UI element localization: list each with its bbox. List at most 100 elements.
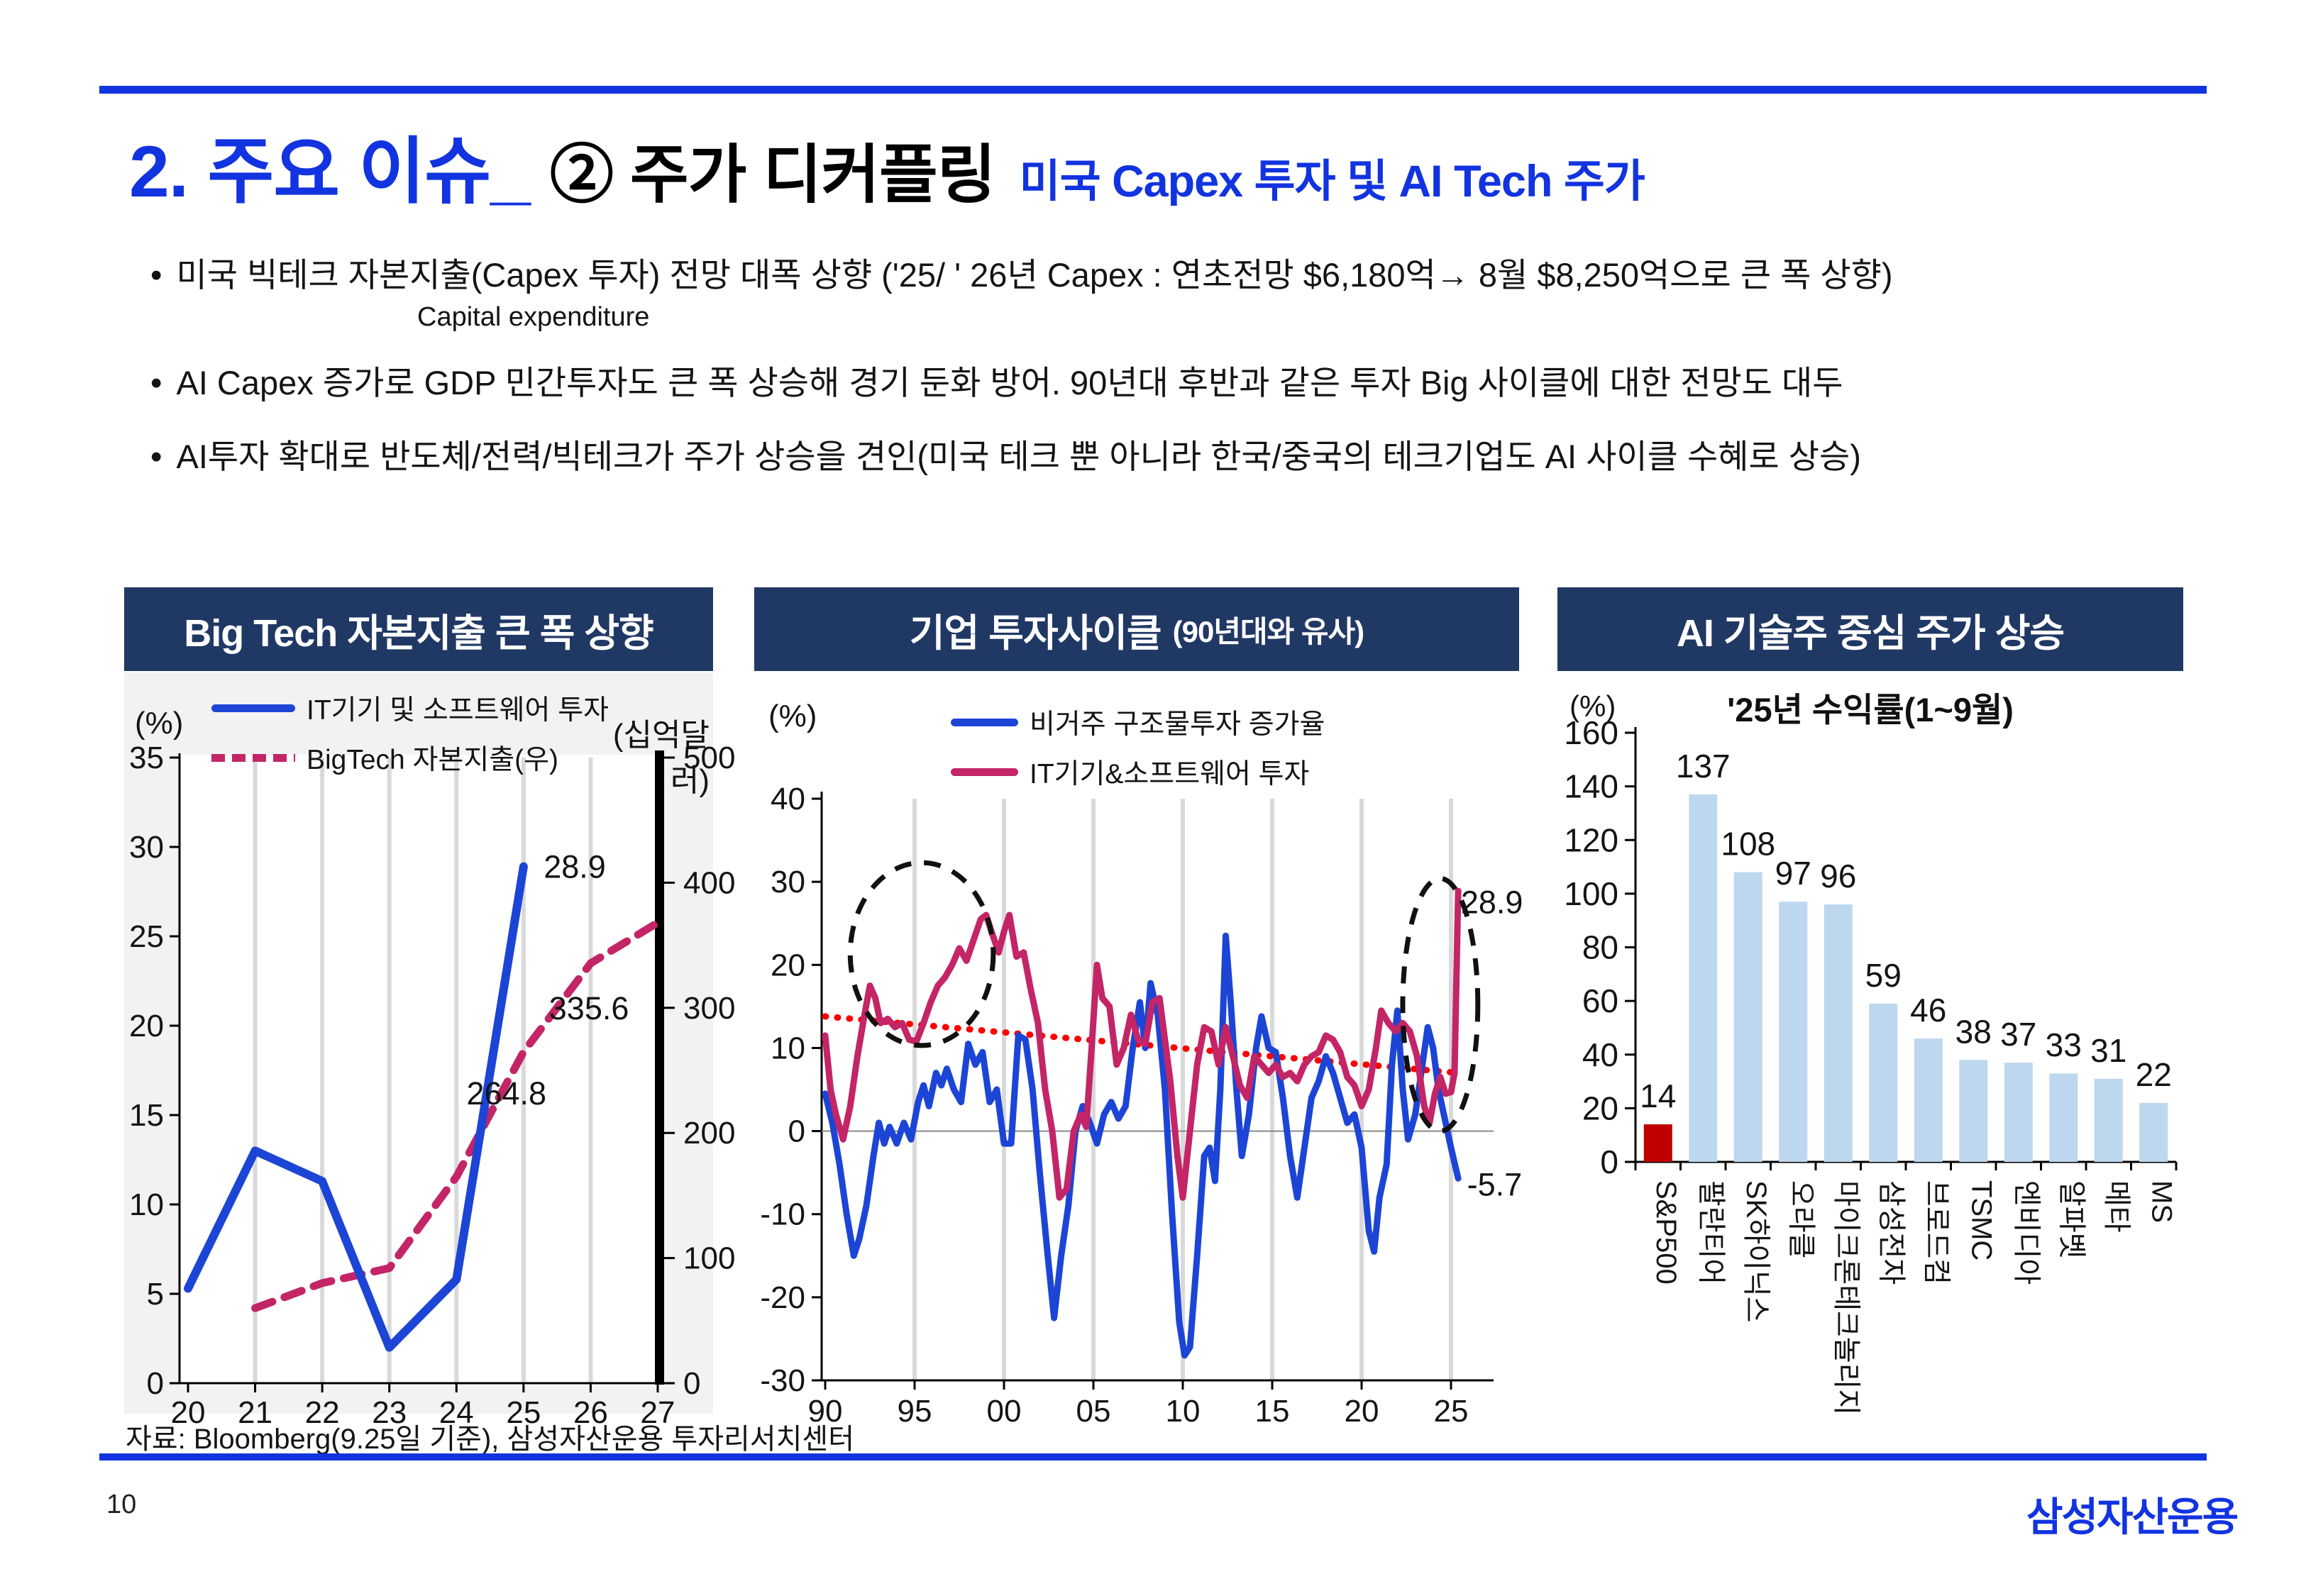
data-label: 264.8 (466, 1075, 546, 1112)
bar (1959, 1060, 1988, 1162)
chart2-unit: (%) (768, 699, 817, 733)
bar-value-label: 31 (2090, 1032, 2126, 1069)
it-software-investment-line (184, 862, 528, 1352)
chart3-title: '25년 수익률(1~9월) (1727, 691, 2014, 728)
bar-category-label: 삼성전자 (1875, 1180, 1907, 1285)
data-label: 28.9 (1461, 884, 1523, 920)
bar (1643, 1124, 1672, 1162)
bullet-item: • 미국 빅테크 자본지출(Capex 투자) 전망 대폭 상향 ('25/ '… (150, 255, 1893, 295)
plot-background (180, 755, 655, 1386)
bar (2004, 1063, 2033, 1162)
legend-label: IT기기 및 소프트웨어 투자 (307, 695, 609, 726)
legend-label: 비거주 구조물투자 증가율 (1030, 709, 1325, 740)
highlight-ellipse (1400, 875, 1481, 1134)
data-label: 335.6 (549, 990, 629, 1026)
data-label: 28.9 (544, 849, 606, 885)
bar (1733, 872, 1762, 1162)
right-tick-label: 400 (683, 865, 735, 900)
legend-item: 비거주 구조물투자 증가율 (951, 702, 1325, 742)
left-tick-label: 140 (1564, 768, 1618, 805)
blue-line-swatch (211, 704, 295, 712)
chart3-header-text: AI 기술주 중심 주가 상승 (1676, 611, 2065, 655)
blue-line-swatch (951, 718, 1018, 726)
bottom-divider (99, 1453, 2207, 1461)
left-tick-label: 40 (1582, 1036, 1618, 1073)
bar-category-label: 팔란티어 (1695, 1180, 1726, 1285)
bar (1914, 1038, 1943, 1162)
x-tick-label: 25 (506, 1395, 541, 1430)
left-tick-label: 5 (147, 1277, 164, 1312)
left-tick-label: 25 (129, 919, 164, 954)
bar-value-label: 46 (1910, 992, 1946, 1029)
bar-value-label: 137 (1676, 748, 1731, 785)
left-tick-label: -30 (760, 1363, 805, 1398)
chart2-header: 기업 투자사이클 (90년대와 유사) (754, 587, 1519, 671)
x-tick-label: 10 (1166, 1394, 1201, 1429)
left-tick-label: 100 (1564, 875, 1618, 912)
bar-value-label: 96 (1820, 858, 1856, 894)
left-tick-label: -10 (760, 1197, 805, 1232)
bigtech-capex-line (251, 919, 662, 1312)
left-tick-label: 30 (771, 865, 805, 899)
chart1-left-unit: (%) (135, 706, 184, 741)
x-tick-label: 05 (1076, 1394, 1111, 1429)
x-tick-label: 27 (641, 1395, 675, 1430)
right-tick-label: 200 (683, 1116, 735, 1151)
bar-value-label: 33 (2046, 1026, 2082, 1063)
right-tick-label: 100 (683, 1241, 735, 1276)
investment-cycle-chart: -30 -20 -10 0 10 20 30 40 90 95 00 05 10 15 20 25 28.9 -5… (760, 782, 1523, 1429)
left-tick-label: 15 (129, 1098, 164, 1133)
x-tick-label: 20 (1345, 1394, 1379, 1429)
trend-line (822, 1013, 1462, 1077)
title-topic: ② 주가 디커플링 (549, 140, 996, 211)
legend-item: IT기기 및 소프트웨어 투자 (211, 688, 609, 728)
right-axis (655, 750, 664, 1385)
right-tick-label: 500 (683, 741, 735, 775)
left-tick-label: 60 (1582, 982, 1618, 1019)
bar-category-label: 오라클 (1785, 1180, 1816, 1258)
data-label: -5.7 (1467, 1167, 1523, 1203)
bar-value-label: 108 (1721, 826, 1775, 863)
bar-value-label: 14 (1640, 1077, 1676, 1114)
bar (1824, 904, 1853, 1162)
bigtech-capex-chart: 0 5 10 15 20 25 30 35 0 100 200 300 400 500 20 21 22 23 24… (124, 672, 735, 1430)
left-tick-label: 35 (129, 741, 164, 775)
chart1-header-text: Big Tech 자본지출 큰 폭 상향 (184, 611, 653, 655)
x-tick-label: 23 (372, 1395, 407, 1430)
chart2-header-subtext: (90년대와 유사) (1172, 614, 1365, 648)
it-software-line (822, 887, 1462, 1201)
right-tick-label: 0 (683, 1366, 700, 1401)
bar-category-label: SK하이닉스 (1740, 1180, 1772, 1323)
chart1-right-unit: (십억달러) (612, 718, 710, 798)
bar-category-label: 브로드컴 (1921, 1180, 1952, 1285)
x-tick-label: 24 (439, 1395, 474, 1430)
bar (2094, 1078, 2123, 1162)
crimson-line-swatch (951, 767, 1018, 776)
source-note: 자료: Bloomberg(9.25일 기준), 삼성자산운용 투자리서치센터 (126, 1424, 855, 1455)
bar (1779, 902, 1808, 1162)
bullet-item: • AI투자 확대로 반도체/전력/빅테크가 주가 상승을 견인(미국 테크 뿐… (150, 437, 1861, 477)
bar-category-label: MS (2146, 1180, 2177, 1223)
bar-category-label: TSMC (1965, 1180, 1997, 1260)
chart2-legend: 비거주 구조물투자 증가율 IT기기&소프트웨어 투자 (951, 702, 1325, 802)
x-tick-label: 26 (573, 1395, 608, 1430)
structures-investment-line (822, 932, 1462, 1359)
left-tick-label: 0 (1600, 1143, 1618, 1180)
capex-footnote: Capital expenditure (417, 302, 650, 332)
left-tick-label: 10 (771, 1031, 805, 1065)
x-tick-label: 20 (171, 1395, 206, 1430)
page-title: 2. 주요 이슈_ ② 주가 디커플링 미국 Capex 투자 및 AI Tec… (129, 113, 1645, 218)
page-number: 10 (106, 1490, 137, 1519)
left-tick-label: 10 (129, 1187, 164, 1222)
legend-item: IT기기&소프트웨어 투자 (951, 752, 1325, 792)
left-tick-label: 20 (129, 1009, 164, 1043)
bar-category-label: 알파벳 (2056, 1180, 2087, 1258)
x-tick-label: 15 (1255, 1394, 1290, 1429)
left-tick-label: 120 (1564, 821, 1618, 858)
x-tick-label: 22 (305, 1395, 340, 1430)
pink-dashed-swatch (211, 753, 295, 762)
left-tick-label: 30 (129, 830, 164, 865)
left-tick-label: 40 (771, 782, 805, 816)
bar (1689, 794, 1718, 1162)
